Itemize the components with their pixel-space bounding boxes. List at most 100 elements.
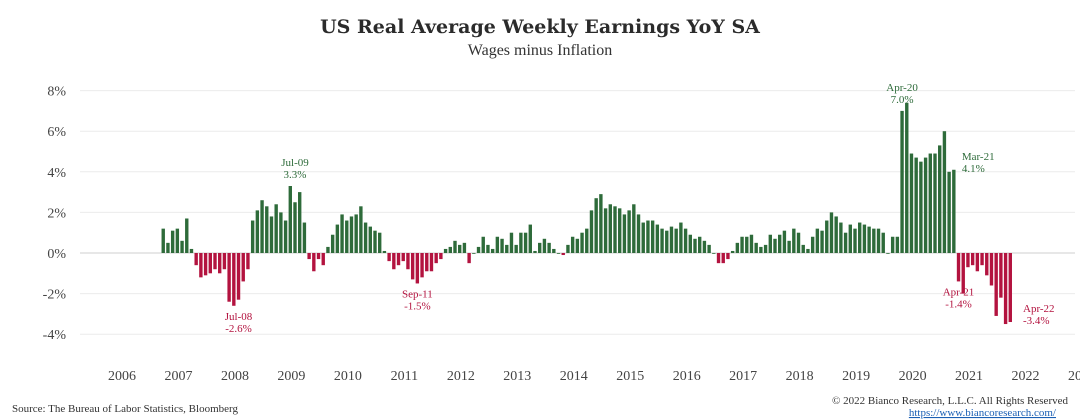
bar: [876, 228, 881, 253]
bar: [392, 253, 396, 270]
bar: [161, 228, 165, 253]
bar: [698, 236, 702, 253]
bar: [349, 216, 354, 253]
bar: [472, 253, 476, 254]
bar: [815, 228, 820, 253]
x-tick-label: 2015: [616, 369, 644, 384]
bar: [462, 242, 467, 253]
bar: [189, 248, 194, 253]
y-tick-label: 8%: [47, 85, 66, 100]
bar: [618, 208, 622, 253]
bar: [363, 222, 368, 253]
x-tick-label: 2019: [842, 369, 870, 384]
bar: [316, 253, 321, 260]
bar: [552, 248, 556, 253]
bar: [514, 244, 518, 253]
bar: [749, 234, 754, 253]
bar: [782, 230, 787, 253]
annotation-date: Apr-20: [886, 82, 918, 94]
bar: [966, 253, 970, 268]
bar: [820, 230, 824, 253]
bar: [938, 145, 942, 253]
bar: [928, 153, 932, 253]
bar: [796, 232, 801, 253]
bar: [956, 253, 961, 282]
bar: [378, 232, 382, 253]
bar: [486, 244, 490, 253]
x-tick-label: 2018: [786, 369, 814, 384]
bar: [528, 224, 532, 253]
bar: [702, 240, 707, 253]
bar: [203, 253, 208, 276]
bar: [382, 250, 387, 253]
bar: [345, 220, 349, 253]
bar: [923, 157, 928, 253]
bar: [420, 253, 424, 278]
bar: [166, 242, 170, 253]
bar: [773, 238, 777, 253]
y-tick-label: -2%: [43, 288, 67, 303]
bar: [232, 253, 236, 306]
bar: [373, 230, 377, 253]
x-tick-label: 2011: [391, 369, 418, 384]
bar: [453, 240, 457, 253]
bar: [580, 232, 584, 253]
bar: [961, 253, 965, 294]
bar: [679, 222, 683, 253]
bar: [500, 238, 504, 253]
bar: [843, 232, 848, 253]
bar: [603, 208, 608, 253]
bar: [326, 246, 330, 253]
bar: [858, 222, 862, 253]
x-tick-label: 2023: [1068, 369, 1080, 384]
bar: [250, 220, 255, 253]
bar: [792, 228, 796, 253]
bar: [236, 253, 241, 300]
bar: [330, 234, 335, 253]
x-tick-label: 2020: [899, 369, 927, 384]
bar: [509, 232, 514, 253]
bar: [429, 253, 434, 272]
annotation-date: Apr-21: [943, 286, 975, 298]
bar: [312, 253, 316, 272]
bar: [881, 232, 885, 253]
y-tick-label: 6%: [47, 125, 66, 140]
bar: [730, 250, 735, 253]
bar: [975, 253, 980, 272]
bar: [909, 153, 914, 253]
bar: [872, 228, 876, 253]
bar: [283, 220, 288, 253]
x-tick-label: 2013: [503, 369, 531, 384]
bar: [218, 253, 222, 274]
bar: [688, 234, 692, 253]
bar: [406, 253, 410, 270]
bar: [707, 244, 711, 253]
bar: [886, 253, 890, 254]
bar: [721, 253, 725, 264]
bar-series: [161, 102, 1012, 325]
bar: [989, 253, 994, 286]
bar: [712, 253, 716, 254]
bar: [495, 236, 500, 253]
x-tick-label: 2012: [447, 369, 475, 384]
bar: [448, 246, 452, 253]
bar: [745, 236, 749, 253]
annotation-date: Mar-21: [962, 151, 995, 163]
bar: [274, 204, 278, 253]
website-link[interactable]: https://www.biancoresearch.com/: [909, 407, 1057, 419]
source-note: Source: The Bureau of Labor Statistics, …: [12, 403, 238, 415]
y-tick-label: 2%: [47, 206, 66, 221]
bar: [683, 228, 688, 253]
bar: [933, 153, 937, 253]
bar: [919, 161, 923, 253]
bar: [269, 216, 274, 253]
bar: [354, 214, 358, 253]
bar: [241, 253, 245, 282]
bar: [740, 236, 744, 253]
x-tick-label: 2017: [729, 369, 757, 384]
bar: [556, 253, 561, 254]
bar: [632, 204, 636, 253]
bar: [227, 253, 231, 302]
bar: [213, 253, 217, 270]
